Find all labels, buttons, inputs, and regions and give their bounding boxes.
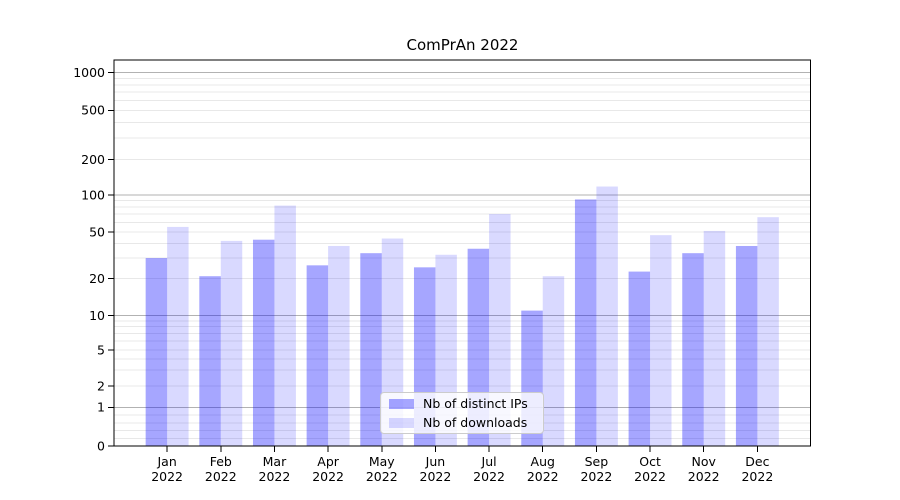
x-tick-label-month: Apr	[317, 454, 339, 469]
y-tick-label: 10	[89, 308, 105, 323]
legend-label-distinct-ips: Nb of distinct IPs	[423, 396, 528, 411]
x-tick-label-month: Nov	[692, 454, 717, 469]
chart-title: ComPrAn 2022	[406, 36, 519, 54]
y-tick-label: 5	[97, 342, 105, 357]
bar-ips-may	[360, 253, 382, 446]
legend-swatch-distinct-ips	[389, 398, 414, 409]
y-ticks	[108, 72, 114, 447]
bar-ips-dec	[735, 245, 758, 446]
x-tick-label-year: 2022	[205, 469, 237, 484]
y-tick-label: 100	[81, 187, 105, 202]
bar-ips-mar	[252, 239, 275, 446]
bar-ips-apr	[306, 265, 329, 446]
legend: Nb of distinct IPs Nb of downloads	[380, 392, 544, 434]
x-tick-label-year: 2022	[259, 469, 291, 484]
x-tick-label-year: 2022	[634, 469, 666, 484]
y-tick-label: 1000	[73, 65, 105, 80]
bar-ips-feb	[199, 276, 221, 446]
legend-swatch-downloads	[389, 417, 414, 428]
bars-downloads	[167, 186, 779, 446]
x-tick-label-month: May	[369, 454, 395, 469]
bar-ips-oct	[628, 271, 651, 446]
x-tick-label-year: 2022	[741, 469, 773, 484]
bar-ips-sep	[574, 199, 597, 446]
x-tick-label-month: Feb	[210, 454, 232, 469]
y-tick-label: 1	[97, 400, 105, 415]
x-tick-labels: Jan2022Feb2022Mar2022Apr2022May2022Jun20…	[151, 454, 773, 484]
legend-entry-downloads: Nb of downloads	[389, 415, 535, 430]
x-tick-label-year: 2022	[580, 469, 612, 484]
y-tick-label: 200	[81, 152, 105, 167]
bar-dl-oct	[650, 235, 672, 446]
x-tick-label-year: 2022	[151, 469, 183, 484]
y-tick-label: 0	[97, 438, 105, 453]
x-tick-label-month: Oct	[639, 454, 661, 469]
x-tick-label-year: 2022	[527, 469, 559, 484]
bar-dl-mar	[274, 205, 296, 446]
legend-label-downloads: Nb of downloads	[423, 415, 528, 430]
y-tick-label: 20	[89, 271, 105, 286]
bar-dl-apr	[328, 245, 350, 446]
x-tick-label-year: 2022	[312, 469, 344, 484]
bar-ips-nov	[682, 253, 704, 446]
bar-dl-jul	[489, 214, 511, 446]
x-tick-label-year: 2022	[420, 469, 452, 484]
bar-dl-jan	[167, 226, 189, 446]
x-tick-label-year: 2022	[366, 469, 398, 484]
x-tick-label-month: Jun	[425, 454, 446, 469]
legend-entry-distinct-ips: Nb of distinct IPs	[389, 396, 535, 411]
x-tick-label-month: Mar	[263, 454, 287, 469]
x-tick-label-month: Sep	[585, 454, 609, 469]
plot-border	[113, 59, 812, 447]
x-tick-label-month: Jan	[156, 454, 176, 469]
x-tick-label-month: Jul	[481, 454, 497, 469]
bar-ips-jan	[145, 258, 168, 446]
bar-dl-sep	[596, 186, 618, 446]
bar-dl-dec	[757, 217, 779, 446]
bar-dl-nov	[703, 230, 726, 446]
y-tick-label: 500	[81, 103, 105, 118]
x-tick-label-year: 2022	[473, 469, 505, 484]
x-tick-label-month: Dec	[745, 454, 769, 469]
y-tick-label: 50	[89, 224, 105, 239]
y-tick-label: 2	[97, 378, 105, 393]
x-tick-label-year: 2022	[688, 469, 720, 484]
x-ticks	[166, 446, 758, 452]
bar-dl-feb	[220, 240, 243, 446]
bar-dl-aug	[542, 276, 565, 446]
x-tick-label-month: Aug	[531, 454, 555, 469]
